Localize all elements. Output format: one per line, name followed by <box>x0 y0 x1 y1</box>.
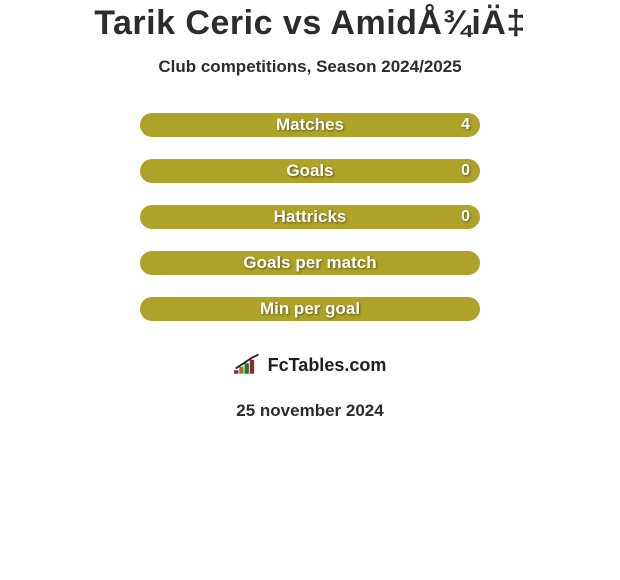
stat-label: Goals <box>286 161 333 181</box>
branding-text: FcTables.com <box>268 355 387 376</box>
date-text: 25 november 2024 <box>236 401 383 421</box>
stat-row: Matches 4 <box>10 113 610 137</box>
stat-row: Hattricks 0 <box>10 205 610 229</box>
stat-bar: Goals per match <box>140 251 480 275</box>
left-ellipse <box>20 159 120 183</box>
stats-rows: Matches 4 Goals 0 Hattricks 0 Goals per match M… <box>10 113 610 343</box>
stat-row: Goals 0 <box>10 159 610 183</box>
fctables-logo-icon <box>234 354 262 376</box>
page-title: Tarik Ceric vs AmidÅ¾iÄ‡ <box>94 4 526 43</box>
stat-value: 0 <box>461 208 470 226</box>
stat-label: Goals per match <box>243 253 376 273</box>
stat-label: Hattricks <box>274 207 347 227</box>
right-ellipse <box>500 159 600 183</box>
stat-bar: Goals 0 <box>140 159 480 183</box>
page-subtitle: Club competitions, Season 2024/2025 <box>158 57 461 77</box>
right-ellipse <box>510 113 610 137</box>
stat-bar: Hattricks 0 <box>140 205 480 229</box>
stat-bar: Min per goal <box>140 297 480 321</box>
stat-value: 4 <box>461 116 470 134</box>
stat-label: Matches <box>276 115 344 135</box>
branding-badge: FcTables.com <box>203 343 418 387</box>
stat-value: 0 <box>461 162 470 180</box>
stat-bar: Matches 4 <box>140 113 480 137</box>
left-ellipse <box>10 113 110 137</box>
stat-label: Min per goal <box>260 299 360 319</box>
stat-row: Min per goal <box>10 297 610 321</box>
comparison-infographic: Tarik Ceric vs AmidÅ¾iÄ‡ Club competitio… <box>0 0 620 580</box>
stat-row: Goals per match <box>10 251 610 275</box>
